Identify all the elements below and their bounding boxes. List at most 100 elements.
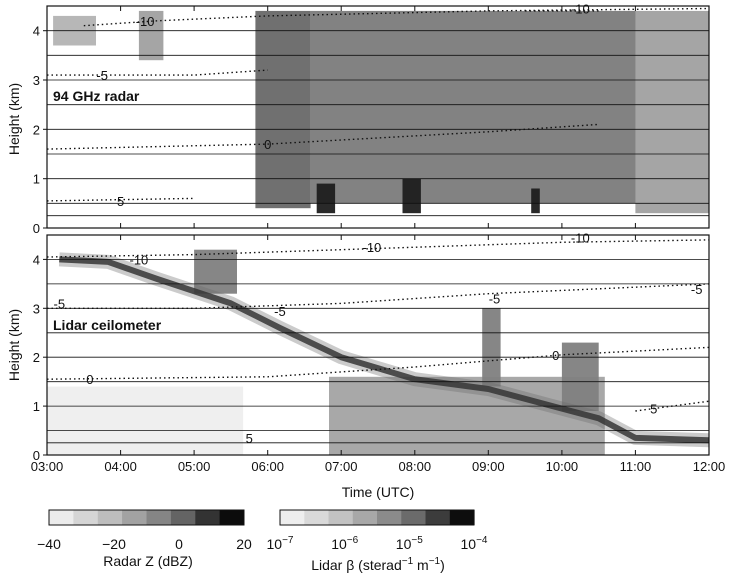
- isotherm-label: -10: [130, 252, 149, 267]
- isotherm-label: -10: [571, 230, 590, 245]
- lidar-colorbar-label-prefix: Lidar β (sterad: [311, 557, 402, 573]
- radar-echo-region: [635, 10, 709, 214]
- colorbar-swatch: [328, 510, 354, 525]
- radar-echo-region: [316, 183, 336, 214]
- y-tick-label: 3: [33, 73, 40, 88]
- lidar-backscatter-region: [194, 249, 237, 294]
- radar-gridlines: [47, 30, 709, 217]
- radar-echo-layer: [53, 10, 709, 214]
- lidar-colorbar-label-suffix: ): [440, 557, 445, 573]
- isotherm-label: 5: [650, 402, 657, 417]
- colorbar-swatch: [122, 510, 147, 525]
- isotherm-label: -5: [691, 282, 703, 297]
- colorbar-swatch: [195, 510, 221, 525]
- isotherm-label: -5: [489, 292, 501, 307]
- isotherm-line: [46, 197, 195, 202]
- cloud-base-halo: [58, 252, 710, 448]
- lidar-colorbar-label-sup1: −1: [402, 556, 414, 567]
- isotherm-label: 5: [246, 431, 253, 446]
- radar-colorbar-label: Radar Z (dBZ): [103, 553, 192, 569]
- isotherm-line: [47, 283, 710, 309]
- cloud-base-line: [59, 256, 710, 444]
- x-tick-label: 07:00: [325, 459, 358, 474]
- colorbar-swatch: [280, 510, 305, 525]
- radar-echo-region: [310, 10, 636, 204]
- radar-colorbar-swatches: [49, 510, 245, 525]
- colorbar-tick-label: −20: [102, 536, 126, 552]
- colorbar-tick-base: 10: [396, 536, 412, 552]
- colorbar-swatch: [49, 510, 74, 525]
- colorbar-tick-label: 10−7: [267, 535, 294, 552]
- isotherm-label: 5: [117, 194, 124, 209]
- isotherm-label: 0: [264, 137, 271, 152]
- isotherm-line: [635, 400, 710, 412]
- lidar-colorbar-label-sup2: −1: [429, 556, 441, 567]
- colorbar-tick-label: 10−5: [396, 535, 423, 552]
- colorbar-swatch: [425, 510, 451, 525]
- colorbar-tick-exp: −7: [282, 535, 294, 546]
- x-tick-label: 12:00: [693, 459, 726, 474]
- colorbar-swatch: [97, 510, 123, 525]
- colorbar-tick-base: 10: [267, 536, 283, 552]
- lidar-gridlines: [47, 258, 709, 444]
- lidar-colorbar-label: Lidar β (sterad−1 m−1): [311, 556, 445, 573]
- y-tick-label: 2: [33, 122, 40, 137]
- radar-colorbar-frame: [48, 509, 245, 526]
- lidar-colorbar: 10−7 10−6 10−5 10−4 Lidar β (sterad−1 m−1): [267, 509, 488, 573]
- isotherm-label: 0: [552, 348, 559, 363]
- colorbar-swatch: [401, 510, 427, 525]
- y-tick-label: 1: [33, 172, 40, 187]
- lidar-y-ticks: 0 1 2 3 4: [33, 252, 47, 463]
- colorbar-tick-label: 10−6: [331, 535, 358, 552]
- colorbar-tick-label: 20: [236, 536, 252, 552]
- lidar-backscatter-region: [329, 376, 605, 455]
- x-tick-label: 11:00: [620, 459, 652, 474]
- lidar-isotherms: -10 -10 -10 -5 -5 -5 -5 0 0 5 5: [46, 230, 710, 446]
- radar-frame: [46, 5, 710, 229]
- x-tick-label: 03:00: [31, 459, 64, 474]
- radar-echo-region: [255, 10, 311, 209]
- radar-echo-region: [531, 188, 540, 214]
- colorbar-swatch: [352, 510, 378, 525]
- lidar-backscatter-region: [482, 308, 501, 387]
- y-tick-label: 0: [33, 448, 40, 463]
- colorbar-swatch: [170, 510, 196, 525]
- lidar-backscatter-region: [47, 386, 244, 455]
- colorbar-tick-label: −40: [37, 536, 61, 552]
- colorbar-swatch: [449, 510, 475, 525]
- colorbar-tick-label: 10−4: [461, 535, 488, 552]
- colorbar-swatch: [146, 510, 172, 525]
- y-tick-label: 0: [33, 221, 40, 236]
- colorbar-swatch: [73, 510, 99, 525]
- y-tick-label: 2: [33, 350, 40, 365]
- colorbar-tick-base: 10: [331, 536, 347, 552]
- isotherm-label: 0: [86, 372, 93, 387]
- isotherm-label: -10: [571, 2, 590, 17]
- isotherm-label: -10: [136, 14, 155, 29]
- isotherm-label: -10: [363, 240, 382, 255]
- isotherm-line: [47, 69, 268, 76]
- radar-y-ticks: 0 1 2 3 4: [33, 24, 47, 236]
- lidar-colorbar-ticks: 10−7 10−6 10−5 10−4: [267, 535, 488, 552]
- lidar-frame: [46, 234, 710, 456]
- isotherm-label: -5: [96, 68, 108, 83]
- x-axis-label: Time (UTC): [342, 484, 415, 500]
- lidar-colorbar-frame: [279, 509, 475, 526]
- colorbar-tick-label: 0: [175, 536, 183, 552]
- colorbar-swatch: [377, 510, 402, 525]
- radar-panel: -10 -10 -5 0 5 0 1 2 3 4 94 GHz radar Height (km…: [6, 2, 710, 236]
- colorbar-swatch: [304, 510, 330, 525]
- x-tick-label: 08:00: [399, 459, 432, 474]
- radar-echo-region: [138, 10, 164, 61]
- lidar-x-ticks: 03:00 04:00 05:00 06:00 07:00 08:00 09:00 10:00…: [31, 235, 726, 474]
- x-tick-label: 09:00: [472, 459, 505, 474]
- lidar-backscatter-region: [561, 342, 599, 411]
- colorbar-tick-exp: −6: [347, 535, 359, 546]
- radar-colorbar-ticks: −40 −20 0 20: [37, 536, 252, 552]
- lidar-panel: -10 -10 -10 -5 -5 -5 -5 0 0 5 5 0 1 2 3 4 03:00 04:00 05…: [6, 230, 725, 500]
- x-tick-label: 10:00: [546, 459, 579, 474]
- colorbar-tick-exp: −4: [476, 535, 488, 546]
- y-tick-label: 4: [33, 252, 40, 267]
- lidar-colorbar-label-mid: m: [413, 557, 429, 573]
